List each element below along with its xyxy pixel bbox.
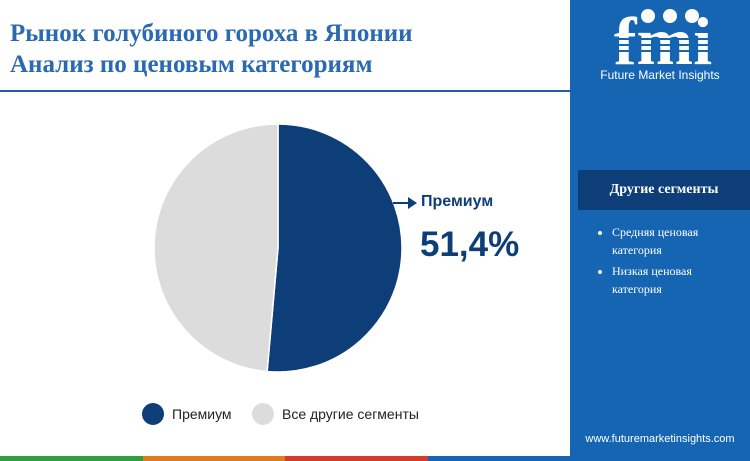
title-divider	[0, 90, 570, 92]
legend-label-other: Все другие сегменты	[282, 406, 419, 422]
bottom-bar-orange	[142, 456, 285, 461]
sidebar: fmi Future Market Insights Другие сегмен…	[570, 0, 750, 461]
legend-swatch-other	[252, 403, 274, 425]
globe-icon-asia	[685, 9, 699, 23]
bottom-bar-red	[285, 456, 428, 461]
segment-item: Низкая ценовая категория	[612, 263, 742, 298]
other-segments-list: Средняя ценовая категория Низкая ценовая…	[590, 224, 742, 302]
legend-item-other: Все другие сегменты	[252, 401, 419, 427]
website-url[interactable]: www.futuremarketinsights.com	[585, 433, 735, 445]
legend-swatch-premium	[142, 403, 164, 425]
legend-label-premium: Премиум	[172, 406, 232, 422]
page-title: Рынок голубиного гороха в Японии Анализ …	[10, 18, 550, 80]
other-segments-title: Другие сегменты	[609, 182, 719, 197]
callout-value: 51,4%	[420, 225, 520, 264]
pie-slice-other	[153, 123, 279, 373]
pie-slice-premium	[266, 123, 403, 373]
logo-tagline: Future Market Insights	[600, 68, 720, 82]
globe-icon-europe	[663, 9, 677, 23]
bottom-color-bar	[0, 456, 570, 461]
bottom-bar-blue	[427, 456, 570, 461]
callout-arrow	[393, 197, 417, 209]
title-line-2: Анализ по ценовым категориям	[10, 51, 373, 78]
globe-icon-americas	[641, 9, 655, 23]
pie-chart	[153, 123, 417, 373]
other-segments-header: Другие сегменты	[578, 170, 750, 210]
callout-label: Премиум	[421, 193, 494, 210]
segment-item: Средняя ценовая категория	[612, 224, 742, 259]
bottom-bar-green	[0, 456, 143, 461]
fmi-logo: fmi	[596, 6, 730, 79]
title-line-1: Рынок голубиного гороха в Японии	[10, 20, 413, 47]
legend-item-premium: Премиум	[142, 401, 232, 427]
